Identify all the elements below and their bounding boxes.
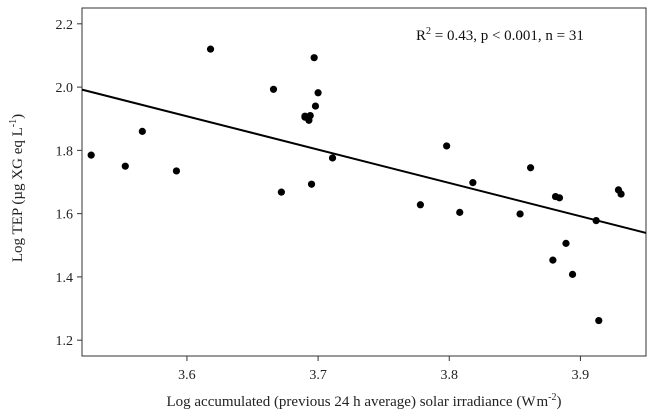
x-tick-label: 3.7 xyxy=(309,368,327,383)
data-point xyxy=(562,239,570,247)
data-point xyxy=(87,151,95,159)
y-tick-label: 2.2 xyxy=(56,18,74,33)
stats-annotation: R2 = 0.43, p < 0.001, n = 31 xyxy=(416,26,584,44)
y-axis-label: Log TEP (µg XG eq L-1) xyxy=(8,114,26,262)
y-tick-label: 1.6 xyxy=(56,208,74,223)
plot-frame xyxy=(81,7,647,357)
data-point xyxy=(516,210,524,218)
data-point xyxy=(549,256,557,264)
x-tick-label: 3.8 xyxy=(441,368,459,383)
data-point xyxy=(555,194,564,202)
y-tick-label: 1.2 xyxy=(56,334,74,349)
y-axis-ticks: 1.2 1.4 1.6 1.8 2.0 2.2 xyxy=(56,18,82,349)
x-tick-label: 3.6 xyxy=(178,368,196,383)
data-point xyxy=(307,180,316,188)
x-axis-label: Log accumulated (previous 24 h average) … xyxy=(166,392,561,410)
data-point xyxy=(568,270,577,278)
data-point xyxy=(416,201,424,209)
data-point xyxy=(138,127,146,135)
data-point xyxy=(592,216,600,225)
regression-line xyxy=(81,88,647,234)
data-point xyxy=(595,316,603,325)
data-point xyxy=(526,164,535,172)
data-point xyxy=(469,179,477,187)
data-point xyxy=(277,188,285,196)
x-tick-label: 3.9 xyxy=(572,368,590,383)
data-point xyxy=(121,162,129,170)
data-point xyxy=(456,208,464,216)
y-tick-label: 1.4 xyxy=(56,271,74,286)
data-point xyxy=(172,167,181,175)
data-point xyxy=(617,190,625,198)
data-point xyxy=(314,89,322,97)
data-point xyxy=(328,154,337,162)
data-point xyxy=(310,54,318,62)
data-point xyxy=(443,142,451,150)
data-point xyxy=(301,113,309,121)
data-point xyxy=(206,45,215,53)
x-axis-ticks: 3.6 3.7 3.8 3.9 xyxy=(178,356,589,383)
data-points xyxy=(87,45,625,325)
data-point xyxy=(311,102,320,110)
data-point xyxy=(269,85,278,93)
y-tick-label: 1.8 xyxy=(56,144,74,159)
y-tick-label: 2.0 xyxy=(56,81,74,96)
